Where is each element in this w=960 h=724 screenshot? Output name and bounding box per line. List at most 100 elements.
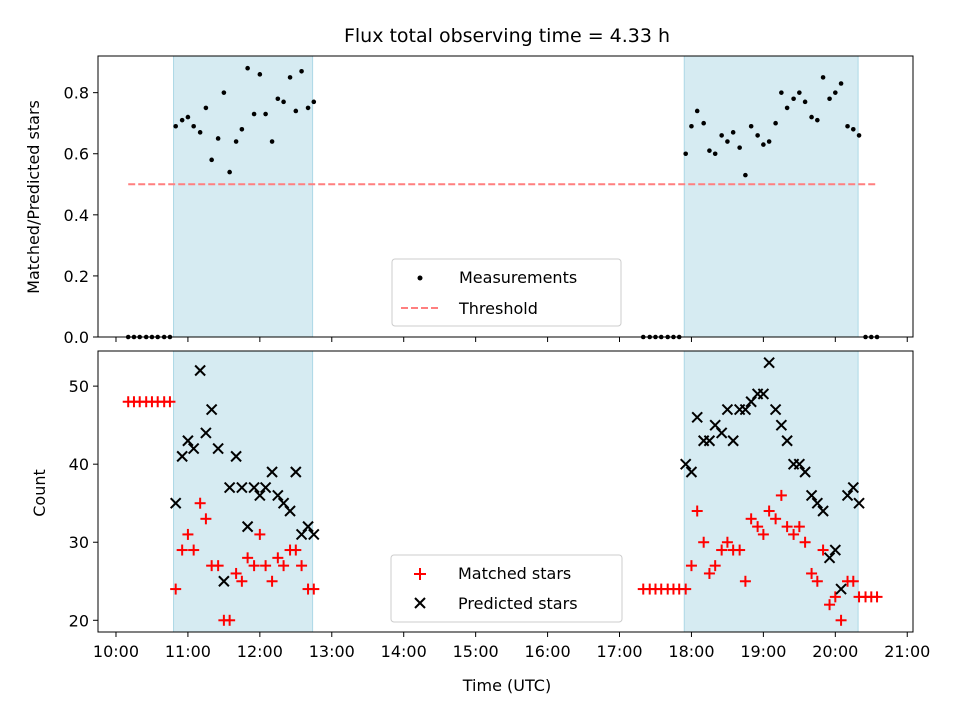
measurement-point — [245, 65, 250, 71]
x-tick-label: 14:00 — [381, 642, 427, 661]
measurement-point — [856, 133, 862, 138]
predicted-point — [823, 552, 836, 564]
predicted-point — [272, 489, 284, 502]
matched-point — [260, 560, 272, 572]
x-b — [739, 403, 752, 416]
measurement-point — [761, 142, 766, 147]
measurement-point — [850, 127, 856, 132]
x-b — [241, 520, 254, 533]
measurement-point — [838, 81, 844, 86]
y-tick-label: 0.4 — [64, 206, 89, 225]
predicted-point — [763, 357, 775, 369]
measurement-point — [707, 148, 712, 153]
predicted-point — [835, 583, 847, 595]
measurement-point — [797, 90, 802, 95]
bottom-panel-frame — [97, 350, 914, 633]
x-b — [205, 403, 218, 416]
matched-point — [224, 614, 236, 626]
x-b — [817, 505, 829, 517]
predicted-point — [703, 435, 716, 447]
predicted-point — [200, 427, 212, 439]
matched-point — [680, 583, 692, 595]
y-tick-label: 0.6 — [64, 145, 89, 164]
observing-window-1 — [173, 350, 314, 633]
x-b — [757, 388, 770, 400]
x-b — [218, 575, 230, 587]
measurement-point — [215, 136, 221, 141]
x-b — [709, 419, 721, 431]
measurement-point — [185, 114, 191, 120]
measurement-point — [281, 99, 286, 105]
legend-predicted-marker — [414, 597, 426, 609]
x-b — [302, 520, 314, 533]
matched-point — [248, 560, 260, 572]
x-b — [200, 427, 212, 439]
measurement-point — [719, 133, 724, 138]
predicted-point — [259, 481, 272, 494]
predicted-point — [205, 403, 218, 416]
predicted-point — [176, 450, 188, 463]
x-b — [212, 442, 224, 455]
top-legend: Measurements Threshold — [391, 258, 622, 327]
predicted-point — [308, 528, 320, 541]
matched-point — [194, 497, 206, 509]
matched-point — [847, 575, 859, 587]
x-b — [721, 403, 734, 416]
predicted-point — [727, 435, 739, 447]
predicted-point — [685, 466, 698, 478]
measurement-point — [305, 105, 311, 111]
measurement-point — [227, 169, 232, 175]
measurement-point — [179, 117, 185, 123]
measurement-point — [737, 145, 742, 150]
matched-point — [811, 575, 823, 587]
x-b — [715, 427, 728, 439]
matched-point — [829, 591, 841, 603]
predicted-point — [236, 481, 248, 494]
measurement-point — [311, 99, 317, 105]
measurement-point — [833, 90, 838, 95]
measurement-point — [683, 151, 688, 157]
x-b — [230, 450, 242, 463]
measurement-point — [743, 172, 748, 178]
x-b — [194, 364, 206, 377]
predicted-point — [691, 411, 703, 424]
predicted-point — [241, 520, 254, 533]
x-b — [290, 466, 302, 478]
matched-point — [752, 521, 764, 533]
measurement-point — [815, 117, 820, 123]
matched-point — [806, 567, 818, 579]
measurement-point — [784, 105, 790, 111]
x-b — [272, 489, 284, 502]
matched-point — [308, 583, 320, 595]
bottom-legend: Matched stars Predicted stars — [390, 554, 623, 623]
x-b — [835, 583, 847, 595]
x-b — [727, 435, 739, 447]
x-b — [187, 442, 200, 455]
predicted-point — [793, 458, 806, 470]
predicted-point — [769, 403, 782, 416]
x-b — [284, 505, 296, 517]
matched-point — [212, 560, 224, 572]
predicted-point — [302, 520, 314, 533]
matched-point — [716, 544, 728, 556]
x-b — [248, 481, 260, 494]
x-b — [176, 450, 188, 463]
x-tick-label: 19:00 — [740, 642, 786, 661]
measurement-point — [755, 133, 760, 138]
y-tick-label: 40 — [69, 455, 89, 474]
x-b — [691, 411, 703, 424]
measurement-point — [773, 120, 778, 126]
x-b — [799, 466, 811, 478]
x-b — [853, 497, 865, 509]
x-b — [847, 481, 860, 494]
chart-title: Flux total observing time = 4.33 h — [344, 25, 670, 47]
predicted-point — [805, 489, 818, 502]
legend-measurements-label: Measurements — [459, 268, 577, 287]
predicted-point — [254, 489, 266, 502]
x-tick-label: 11:00 — [165, 642, 211, 661]
predicted-point — [739, 403, 752, 416]
legend-measurement-marker — [417, 275, 423, 281]
x-b — [182, 435, 194, 447]
legend-threshold-label: Threshold — [458, 299, 538, 318]
measurement-point — [766, 139, 772, 144]
